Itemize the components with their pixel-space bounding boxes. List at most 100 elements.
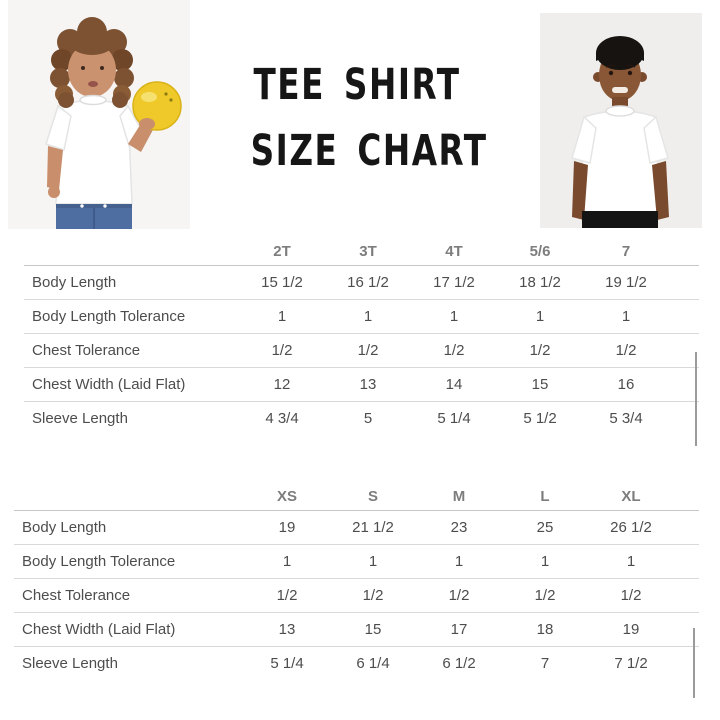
size-cell: 5 3/4: [609, 409, 643, 427]
table-row: Chest Width (Laid Flat) 13 15 17 18 19: [14, 612, 699, 646]
row-label: Body Length Tolerance: [22, 552, 176, 570]
size-cell: 7 1/2: [614, 654, 648, 672]
size-cell: 1: [454, 552, 464, 570]
table-row: Body Length 19 21 1/2 23 25 26 1/2: [14, 510, 699, 544]
table-row: Body Length Tolerance 1 1 1 1 1: [24, 299, 699, 333]
row-label: Body Length Tolerance: [32, 307, 186, 325]
table-row: Chest Width (Laid Flat) 12 13 14 15 16: [24, 367, 699, 401]
size-cell: 1/2: [534, 586, 556, 604]
size-cell: 1: [449, 307, 459, 325]
table-row: Sleeve Length 5 1/4 6 1/4 6 1/2 7 7 1/2: [14, 646, 699, 680]
page-title: TEE SHIRT SIZE CHART: [250, 52, 488, 184]
table-header-row: XS S M L XL: [14, 484, 699, 511]
size-cell: 1: [626, 552, 636, 570]
size-cell: 12: [273, 375, 291, 393]
column-header: 4T: [411, 239, 497, 266]
toddler-table-edge-line: [695, 352, 697, 446]
page-title-line1: TEE SHIRT: [253, 60, 461, 110]
table-row: Body Length Tolerance 1 1 1 1 1: [14, 544, 699, 578]
column-header: L: [502, 484, 588, 511]
size-cell: 1: [621, 307, 631, 325]
youth-size-table: XS S M L XL Body Length 19 21 1/2 23 25 …: [14, 484, 699, 680]
filler-cell: [669, 299, 699, 333]
size-cell: 5: [363, 409, 373, 427]
size-cell: 6 1/4: [356, 654, 390, 672]
filler-column-header: [674, 484, 699, 511]
filler-cell: [669, 265, 699, 299]
size-cell: 1/2: [620, 586, 642, 604]
column-header: XL: [588, 484, 674, 511]
table-row: Sleeve Length 4 3/4 5 5 1/4 5 1/2 5 3/4: [24, 401, 699, 435]
size-cell: 15 1/2: [261, 273, 303, 291]
row-label: Body Length: [32, 273, 117, 291]
size-cell: 19: [278, 518, 296, 536]
row-label: Chest Tolerance: [22, 586, 131, 604]
toddler-illustration: [8, 0, 190, 229]
page-title-line2: SIZE CHART: [250, 126, 488, 176]
filler-cell: [674, 578, 699, 612]
column-header: 7: [583, 239, 669, 266]
size-cell: 1/2: [443, 341, 465, 359]
youth-illustration: [540, 13, 702, 228]
size-cell: 1/2: [276, 586, 298, 604]
row-label: Chest Tolerance: [32, 341, 141, 359]
size-cell: 1: [277, 307, 287, 325]
size-cell: 16 1/2: [347, 273, 389, 291]
toddler-photo: [8, 0, 190, 229]
size-cell: 19: [622, 620, 640, 638]
size-cell: 1/2: [529, 341, 551, 359]
size-cell: 4 3/4: [265, 409, 299, 427]
size-cell: 17: [450, 620, 468, 638]
table-header-row: 2T 3T 4T 5/6 7: [24, 239, 699, 266]
row-label: Chest Width (Laid Flat): [22, 620, 176, 638]
youth-photo: [540, 13, 702, 228]
youth-table-edge-line: [693, 628, 695, 698]
row-label: Sleeve Length: [22, 654, 118, 672]
size-cell: 1: [282, 552, 292, 570]
column-header: M: [416, 484, 502, 511]
size-cell: 1/2: [362, 586, 384, 604]
column-header: 3T: [325, 239, 411, 266]
table-row: Chest Tolerance 1/2 1/2 1/2 1/2 1/2: [24, 333, 699, 367]
size-cell: 18 1/2: [519, 273, 561, 291]
size-cell: 25: [536, 518, 554, 536]
size-cell: 1: [368, 552, 378, 570]
filler-cell: [674, 510, 699, 544]
filler-cell: [674, 612, 699, 646]
size-cell: 15: [364, 620, 382, 638]
label-column-header: [24, 239, 239, 266]
column-header: XS: [244, 484, 330, 511]
size-cell: 1: [363, 307, 373, 325]
size-cell: 19 1/2: [605, 273, 647, 291]
size-cell: 5 1/4: [270, 654, 304, 672]
size-cell: 1/2: [357, 341, 379, 359]
column-header: 5/6: [497, 239, 583, 266]
size-cell: 16: [617, 375, 635, 393]
size-cell: 13: [278, 620, 296, 638]
size-cell: 1: [535, 307, 545, 325]
size-cell: 13: [359, 375, 377, 393]
table-row: Body Length 15 1/2 16 1/2 17 1/2 18 1/2 …: [24, 265, 699, 299]
label-column-header: [14, 484, 244, 511]
size-cell: 5 1/2: [523, 409, 557, 427]
size-cell: 1: [540, 552, 550, 570]
size-cell: 1/2: [271, 341, 293, 359]
size-cell: 7: [540, 654, 550, 672]
row-label: Body Length: [22, 518, 107, 536]
filler-cell: [674, 646, 699, 680]
toddler-size-table: 2T 3T 4T 5/6 7 Body Length 15 1/2 16 1/2…: [24, 239, 699, 435]
size-cell: 26 1/2: [610, 518, 652, 536]
size-cell: 1/2: [448, 586, 470, 604]
table-row: Chest Tolerance 1/2 1/2 1/2 1/2 1/2: [14, 578, 699, 612]
column-header: S: [330, 484, 416, 511]
row-label: Chest Width (Laid Flat): [32, 375, 186, 393]
filler-column-header: [669, 239, 699, 266]
size-cell: 23: [450, 518, 468, 536]
filler-cell: [674, 544, 699, 578]
size-cell: 6 1/2: [442, 654, 476, 672]
size-cell: 5 1/4: [437, 409, 471, 427]
size-cell: 17 1/2: [433, 273, 475, 291]
size-cell: 14: [445, 375, 463, 393]
size-cell: 15: [531, 375, 549, 393]
column-header: 2T: [239, 239, 325, 266]
